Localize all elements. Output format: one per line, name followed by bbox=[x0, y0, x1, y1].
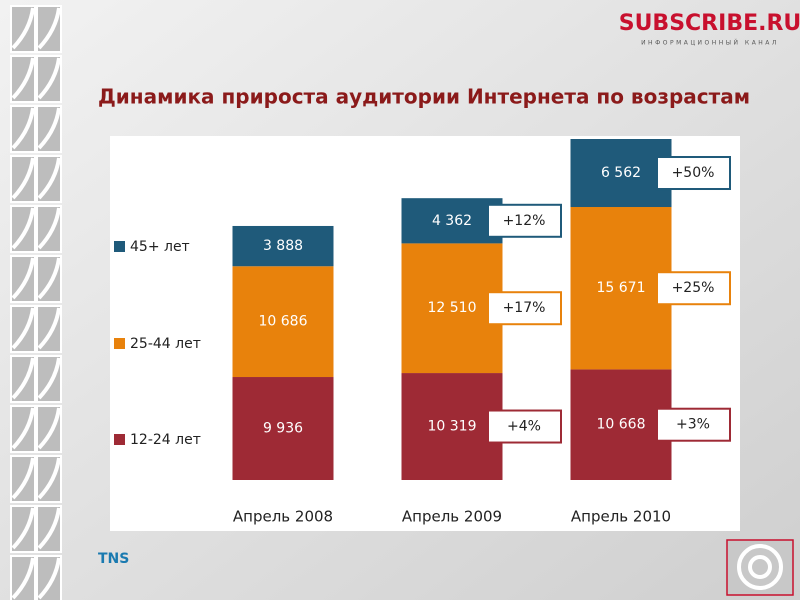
legend-label: 45+ лет bbox=[130, 239, 190, 255]
decor-arc bbox=[37, 357, 61, 400]
bar-segment bbox=[570, 139, 672, 208]
growth-label: +3% bbox=[676, 417, 710, 433]
decor-arc bbox=[11, 457, 35, 500]
bar-segment bbox=[232, 225, 334, 267]
value-label: 12 510 bbox=[428, 300, 477, 316]
bar-segment bbox=[401, 243, 503, 374]
value-label: 6 562 bbox=[601, 165, 641, 181]
bar-segment bbox=[570, 369, 672, 480]
growth-label: +25% bbox=[672, 280, 715, 296]
x-tick-label: Апрель 2009 bbox=[402, 508, 502, 526]
x-tick-label: Апрель 2010 bbox=[571, 508, 671, 526]
value-label: 15 671 bbox=[597, 280, 646, 296]
legend-label: 12-24 лет bbox=[130, 432, 201, 448]
growth-box bbox=[656, 407, 731, 442]
value-label: 10 686 bbox=[259, 314, 308, 330]
decor-arc bbox=[37, 407, 61, 450]
decor-arc bbox=[11, 557, 35, 600]
decor-arc bbox=[11, 307, 35, 350]
growth-label: +4% bbox=[507, 419, 541, 435]
decor-arc bbox=[11, 407, 35, 450]
decor-arc bbox=[11, 157, 35, 200]
growth-label: +50% bbox=[672, 165, 715, 181]
growth-box bbox=[656, 156, 731, 191]
value-label: 10 668 bbox=[597, 417, 646, 433]
bar-segment bbox=[232, 266, 334, 378]
legend-label: 25-44 лет bbox=[130, 336, 201, 352]
value-label: 10 319 bbox=[428, 419, 477, 435]
decor-arc bbox=[37, 507, 61, 550]
x-tick-label: Апрель 2008 bbox=[233, 508, 333, 526]
value-label: 4 362 bbox=[432, 213, 472, 229]
growth-label: +12% bbox=[503, 213, 546, 229]
bar-segment bbox=[401, 198, 503, 244]
logo-tagline: ИНФОРМАЦИОННЫЙ КАНАЛ bbox=[641, 40, 779, 47]
decor-arc bbox=[37, 157, 61, 200]
decor-arc bbox=[37, 257, 61, 300]
logo: SUBSCRIBE.RU bbox=[619, 11, 800, 36]
corner-logo-ring bbox=[737, 544, 783, 590]
source: TNS bbox=[98, 551, 129, 567]
decor-arc bbox=[37, 457, 61, 500]
bar-segment bbox=[401, 373, 503, 480]
growth-label: +17% bbox=[503, 300, 546, 316]
decor-strip bbox=[10, 5, 62, 603]
legend-swatch bbox=[114, 434, 125, 445]
legend-swatch bbox=[114, 241, 125, 252]
growth-box bbox=[487, 203, 562, 238]
growth-box bbox=[656, 271, 731, 306]
decor-arc bbox=[11, 207, 35, 250]
decor-arc bbox=[11, 7, 35, 50]
decor-arc bbox=[11, 357, 35, 400]
bar-segment bbox=[232, 377, 334, 480]
decor-arc bbox=[37, 207, 61, 250]
corner-logo-ring bbox=[748, 555, 772, 579]
bar-segment bbox=[570, 207, 672, 370]
decor-arc bbox=[11, 57, 35, 100]
value-label: 3 888 bbox=[263, 238, 303, 254]
decor-arc bbox=[37, 57, 61, 100]
growth-box bbox=[487, 291, 562, 326]
chart: 12-24 лет 9 936 10 319 +4% 10 668 +3% 25-44 ле… bbox=[114, 139, 731, 526]
decor-arc bbox=[11, 507, 35, 550]
decor-arc bbox=[37, 107, 61, 150]
decor-arc bbox=[37, 7, 61, 50]
growth-box bbox=[487, 409, 562, 444]
legend-swatch bbox=[114, 338, 125, 349]
decor-arc bbox=[37, 307, 61, 350]
decor-arc bbox=[11, 107, 35, 150]
value-label: 9 936 bbox=[263, 421, 303, 437]
chart-title: Динамика прироста аудитории Интернета по… bbox=[98, 85, 750, 109]
decor-arc bbox=[37, 557, 61, 600]
decor-arc bbox=[11, 257, 35, 300]
